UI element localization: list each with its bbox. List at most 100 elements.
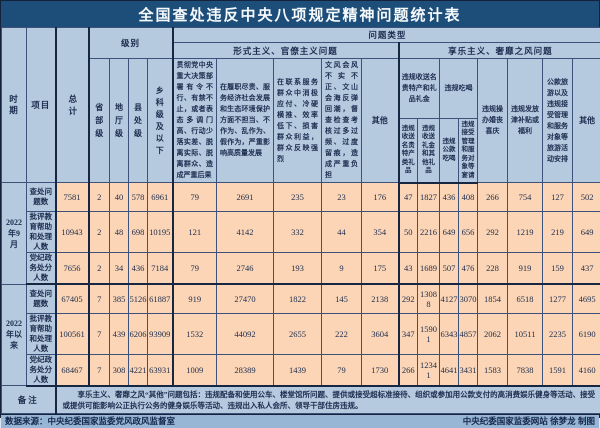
formalism-col-header-other: 其他	[362, 59, 399, 183]
stat-cell: 437	[573, 253, 600, 285]
stat-cell: 79	[173, 253, 217, 285]
dining-col-header-banquet: 违规接受管理和服务对象等宴请	[459, 119, 478, 183]
stat-cell: 354	[362, 212, 399, 253]
formalism-col-header-2: 在履职尽责、服务经济社会发展和生态环境保护方面不担当、不作为、乱作为、假作为，严…	[217, 59, 274, 183]
hedonism-col-header-allowance: 违规发放津补贴或福利	[508, 59, 543, 183]
gift-col-header-cash: 违规收送礼金和其他礼品	[418, 119, 440, 183]
level-header-province: 省部级	[89, 59, 110, 183]
stat-cell: 4857	[459, 313, 478, 354]
period-label: 2022年以来	[2, 284, 27, 386]
stat-cell: 649	[440, 212, 459, 253]
stat-cell: 919	[173, 284, 217, 313]
stat-cell: 7	[89, 313, 110, 354]
stat-cell: 2	[89, 253, 110, 285]
statistics-table: 时期 项目 总计 级别 问题类型 形式主义、官僚主义问题 享乐主义、奢靡之风问题…	[1, 27, 600, 414]
stat-cell: 507	[440, 253, 459, 285]
stat-cell: 4641	[440, 354, 459, 386]
statistics-table-image: 全国查处违反中央八项规定精神问题统计表 时期 项目 总计 级别 问题类型 形式主…	[0, 0, 600, 418]
stat-cell: 34	[110, 253, 129, 285]
level-header-township: 乡科级及以下	[148, 59, 173, 183]
row-label: 党纪政务处分人数	[27, 354, 56, 386]
stat-cell: 68467	[56, 354, 89, 386]
stat-cell: 308	[110, 354, 129, 386]
credit-label: 中央纪委国家监委网站 徐梦龙 制图	[463, 415, 595, 427]
footer-bar: 数据来源：中央纪委国家监委党风政风监督室 中央纪委国家监委网站 徐梦龙 制图	[1, 414, 599, 428]
stat-cell: 50	[399, 212, 418, 253]
stat-cell: 1591	[543, 354, 573, 386]
stat-cell: 27470	[217, 284, 274, 313]
stat-cell: 292	[478, 212, 508, 253]
stat-cell: 4160	[573, 354, 600, 386]
stat-cell: 7	[89, 354, 110, 386]
formalism-group-header: 形式主义、官僚主义问题	[173, 43, 399, 59]
stat-cell: 9	[322, 253, 362, 285]
stat-cell: 1827	[418, 183, 440, 212]
row-label: 批评教育帮助和处理人数	[27, 212, 56, 253]
stat-cell: 145	[322, 284, 362, 313]
stat-cell: 121	[173, 212, 217, 253]
stat-cell: 44	[322, 212, 362, 253]
period-header: 时期	[2, 28, 27, 183]
stat-cell: 1532	[173, 313, 217, 354]
stat-cell: 23	[322, 183, 362, 212]
stat-cell: 175	[362, 253, 399, 285]
stat-cell: 2	[89, 183, 110, 212]
stat-cell: 10195	[148, 212, 173, 253]
stat-cell: 235	[274, 183, 322, 212]
gift-group-header: 违规收送名贵特产和礼品礼金	[399, 59, 440, 119]
stat-cell: 63931	[148, 354, 173, 386]
stat-cell: 2216	[418, 212, 440, 253]
stat-cell: 6518	[508, 284, 543, 313]
stat-cell: 332	[274, 212, 322, 253]
stat-cell: 67405	[56, 284, 89, 313]
stat-cell: 176	[362, 183, 399, 212]
page-title: 全国查处违反中央八项规定精神问题统计表	[1, 1, 599, 27]
remark-row: 备注 享乐主义、奢靡之风“其他”问题包括：违规配备和使用公车、楼堂馆所问题、提供…	[2, 386, 600, 414]
stat-cell: 4142	[217, 212, 274, 253]
stat-cell: 5126	[129, 284, 148, 313]
stat-cell: 7581	[56, 183, 89, 212]
row-label: 查处问题数	[27, 183, 56, 212]
row-label: 查处问题数	[27, 284, 56, 313]
stat-cell: 6343	[440, 313, 459, 354]
hedonism-col-header-wedding: 违规操办婚丧喜庆	[478, 59, 508, 183]
stat-cell: 2062	[478, 313, 508, 354]
stat-cell: 228	[478, 253, 508, 285]
stat-cell: 6961	[148, 183, 173, 212]
stat-cell: 2691	[217, 183, 274, 212]
level-header-prefecture: 地厅级	[110, 59, 129, 183]
stat-cell: 656	[459, 212, 478, 253]
stat-cell: 1009	[173, 354, 217, 386]
row-label: 批评教育帮助和处理人数	[27, 313, 56, 354]
stat-cell: 7838	[508, 354, 543, 386]
stat-cell: 385	[110, 284, 129, 313]
stat-cell: 47	[399, 183, 418, 212]
stat-cell: 28389	[217, 354, 274, 386]
stat-cell: 2	[89, 212, 110, 253]
stat-cell: 4127	[440, 284, 459, 313]
stat-cell: 1583	[478, 354, 508, 386]
remark-label: 备注	[2, 386, 56, 414]
formalism-col-header-1: 贯彻党中央重大决策部署有令不行、有禁不止，或者表态多调门高、行动少落实差、脱离实…	[173, 59, 217, 183]
stat-cell: 476	[459, 253, 478, 285]
stat-cell: 1277	[543, 284, 573, 313]
stat-cell: 266	[478, 183, 508, 212]
stat-cell: 43	[399, 253, 418, 285]
stat-cell: 439	[110, 313, 129, 354]
table-row: 党纪政务处分人数 7656 2 34 436 7184 79 2746 193 …	[2, 253, 600, 285]
stat-cell: 4221	[129, 354, 148, 386]
stat-cell: 2235	[543, 313, 573, 354]
table-row: 党纪政务处分人数 68467 7 308 4221 63931 1009 283…	[2, 354, 600, 386]
level-group-header: 级别	[89, 28, 173, 59]
stat-cell: 1730	[362, 354, 399, 386]
level-header-county: 县处级	[129, 59, 148, 183]
stat-cell: 6206	[129, 313, 148, 354]
stat-cell: 40	[110, 183, 129, 212]
hedonism-col-header-travel: 公款旅游以及违规接受管理和服务对象等旅游活动安排	[543, 59, 573, 183]
stat-cell: 1219	[508, 212, 543, 253]
stat-cell: 127	[543, 183, 573, 212]
hedonism-col-header-other: 其他	[573, 59, 600, 183]
stat-cell: 698	[129, 212, 148, 253]
problem-type-header: 问题类型	[173, 28, 600, 43]
stat-cell: 2655	[274, 313, 322, 354]
